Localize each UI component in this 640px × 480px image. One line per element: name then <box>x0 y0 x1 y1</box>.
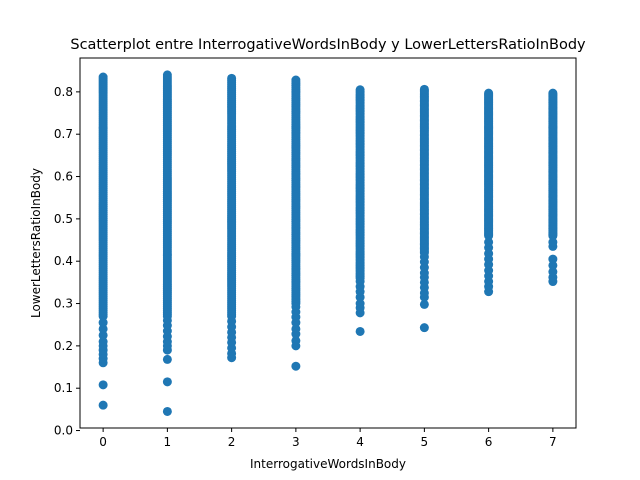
data-point <box>291 336 301 346</box>
y-axis: 0.0 0.1 0.2 0.3 0.4 0.5 0.6 0.7 0.8 <box>54 85 80 438</box>
y-axis-label: LowerLettersRatioInBody <box>29 168 43 318</box>
y-tick-label: 0.6 <box>54 170 73 184</box>
data-point <box>484 237 494 247</box>
data-points <box>98 70 558 416</box>
data-point <box>355 326 365 336</box>
data-point <box>162 406 172 416</box>
data-point <box>419 299 429 309</box>
plot-frame <box>79 57 577 429</box>
data-point <box>162 315 172 325</box>
y-tick-label: 0.5 <box>54 212 73 226</box>
data-point <box>227 73 237 83</box>
data-point <box>291 361 301 371</box>
data-point <box>291 324 301 334</box>
data-point <box>355 85 365 95</box>
data-point <box>548 254 558 264</box>
x-tick-label: 1 <box>164 435 172 449</box>
data-point <box>98 380 108 390</box>
y-tick-label: 0.3 <box>54 297 73 311</box>
data-point <box>162 377 172 387</box>
x-tick-label: 6 <box>485 435 493 449</box>
data-point <box>419 84 429 94</box>
y-tick-label: 0.2 <box>54 339 73 353</box>
y-tick-label: 0.0 <box>54 424 73 438</box>
x-tick-label: 0 <box>99 435 107 449</box>
data-point <box>355 277 365 287</box>
data-point <box>355 299 365 309</box>
data-point <box>98 324 108 334</box>
data-point <box>291 75 301 85</box>
y-tick-label: 0.1 <box>54 381 73 395</box>
data-point <box>291 302 301 312</box>
x-tick-label: 3 <box>292 435 300 449</box>
data-point <box>98 330 108 340</box>
x-axis: 0 1 2 3 4 5 6 7 <box>99 428 557 449</box>
data-point <box>548 260 558 270</box>
data-point <box>548 88 558 98</box>
data-point <box>419 252 429 262</box>
data-point <box>484 88 494 98</box>
data-point <box>98 318 108 328</box>
data-point <box>162 354 172 364</box>
data-point <box>98 337 108 347</box>
y-tick-label: 0.8 <box>54 85 73 99</box>
data-point <box>98 400 108 410</box>
data-point <box>98 72 108 82</box>
y-tick-label: 0.4 <box>54 254 73 268</box>
data-point <box>548 267 558 277</box>
data-point <box>227 316 237 326</box>
data-point <box>162 70 172 80</box>
y-tick-label: 0.7 <box>54 127 73 141</box>
chart-title: Scatterplot entre InterrogativeWordsInBo… <box>70 37 586 53</box>
x-tick-label: 7 <box>549 435 557 449</box>
x-tick-label: 2 <box>228 435 236 449</box>
data-point <box>419 323 429 333</box>
data-point <box>548 237 558 247</box>
x-tick-label: 5 <box>421 435 429 449</box>
x-axis-label: InterrogativeWordsInBody <box>250 457 406 471</box>
x-tick-label: 4 <box>356 435 364 449</box>
